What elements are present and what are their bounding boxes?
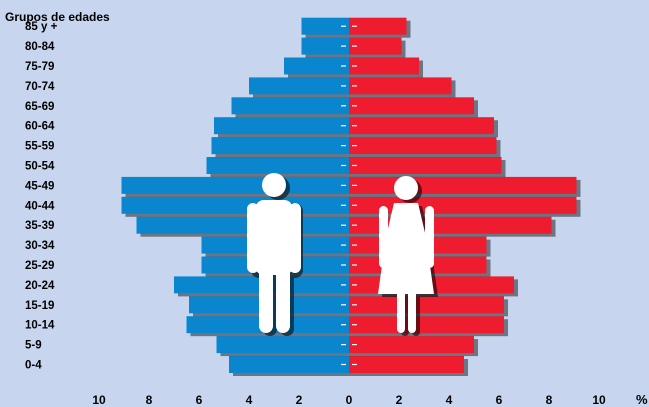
y-tick-label: 70-74	[25, 81, 55, 93]
y-tick-label: 65-69	[25, 101, 54, 113]
bar-right-0-4	[349, 356, 464, 373]
x-tick-label: 8	[546, 393, 553, 407]
y-tick-label: 80-84	[25, 41, 55, 53]
bar-left-50-54	[206, 157, 349, 174]
bar-right-85 y +	[349, 17, 407, 35]
y-tick-label: 25-29	[25, 260, 54, 272]
bar-right-75-79	[349, 57, 419, 75]
bar-left-35-39	[136, 216, 349, 234]
x-tick-label: 4	[246, 393, 253, 407]
y-tick-label: 45-49	[25, 180, 54, 192]
bar-left-65-69	[231, 97, 349, 115]
y-axis-title: Grupos de edades	[5, 10, 110, 24]
bar-right-70-74	[349, 77, 452, 95]
y-tick-label: 85 y +	[25, 21, 58, 33]
bar-right-10-14	[349, 316, 504, 334]
y-tick-label: 15-19	[25, 300, 54, 312]
bar-left-80-84	[301, 37, 349, 55]
bar-left-45-49	[121, 176, 349, 194]
bar-right-5-9	[349, 336, 474, 354]
bar-right-15-19	[349, 296, 504, 314]
y-tick-label: 5-9	[25, 340, 42, 352]
bar-right-45-49	[349, 176, 577, 194]
bar-right-60-64	[349, 117, 494, 135]
x-tick-label: 10	[92, 393, 106, 407]
bar-left-0-4	[229, 356, 349, 373]
y-tick-label: 40-44	[25, 200, 55, 212]
y-tick-label: 75-79	[25, 61, 54, 73]
y-tick-label: 35-39	[25, 220, 54, 232]
bar-right-50-54	[349, 157, 502, 174]
bar-left-75-79	[284, 57, 349, 75]
bar-left-85 y +	[301, 17, 349, 35]
x-tick-label: 10	[592, 393, 606, 407]
x-tick-label: 6	[496, 393, 503, 407]
x-tick-label: 0	[346, 393, 353, 407]
bars	[121, 17, 581, 376]
y-tick-labels: 0-4 5-9 10-14 15-19 20-24 25-29 30-34 35-39 40-4…	[25, 21, 58, 371]
x-tick-label: 4	[446, 393, 453, 407]
y-tick-label: 60-64	[25, 121, 55, 133]
bar-right-80-84	[349, 37, 402, 55]
bar-right-65-69	[349, 97, 474, 115]
bar-left-40-44	[121, 196, 349, 214]
bar-left-55-59	[211, 137, 349, 155]
bar-left-5-9	[216, 336, 349, 354]
y-tick-label: 10-14	[25, 320, 55, 332]
y-tick-label: 0-4	[25, 360, 42, 372]
x-tick-labels: 10 8 6 4 2 0 2 4 6 8 10	[92, 393, 606, 407]
x-axis-unit: %	[636, 392, 648, 407]
woman-icon	[378, 176, 438, 336]
x-tick-label: 2	[396, 393, 403, 407]
y-tick-label: 20-24	[25, 280, 55, 292]
x-tick-label: 8	[146, 393, 153, 407]
y-tick-label: 30-34	[25, 240, 55, 252]
x-tick-label: 2	[296, 393, 303, 407]
x-tick-label: 6	[196, 393, 203, 407]
y-tick-label: 50-54	[25, 161, 55, 173]
man-icon	[247, 173, 303, 336]
y-tick-label: 55-59	[25, 141, 54, 153]
bar-left-60-64	[214, 117, 349, 135]
bar-right-55-59	[349, 137, 497, 155]
bar-left-70-74	[249, 77, 349, 95]
